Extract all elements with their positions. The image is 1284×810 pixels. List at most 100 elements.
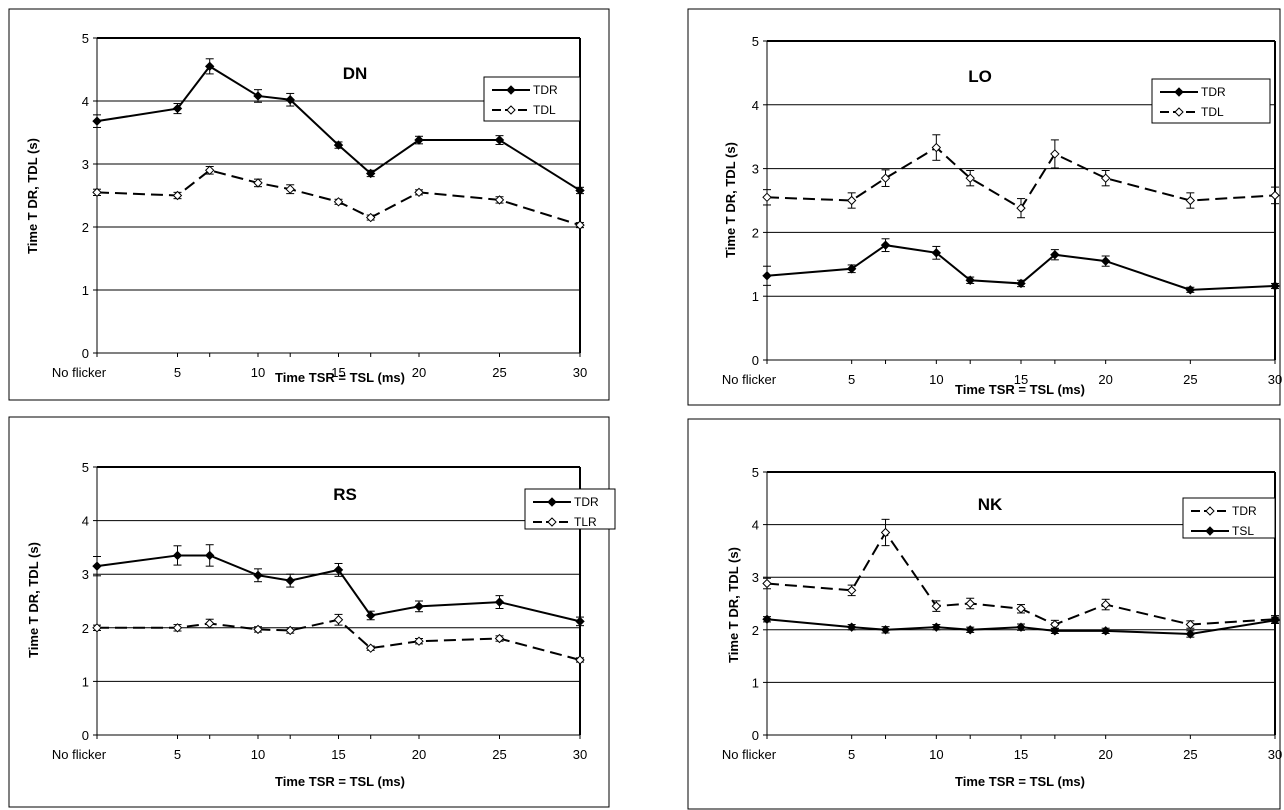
- data-point: [494, 135, 505, 145]
- legend-box: [1151, 78, 1271, 124]
- x-tick-label: 25: [1183, 747, 1197, 762]
- x-tick-label: 5: [174, 747, 181, 762]
- legend-label: TDR: [574, 495, 599, 509]
- chart-panel-rs: 0 1 2 3 4 5 No flicker 5 10 15 20 25 30 Time TSR = TS…: [8, 416, 616, 808]
- panel-border: [8, 8, 610, 401]
- y-tick-label: 0: [82, 346, 89, 361]
- x-tick-label: No flicker: [52, 365, 107, 380]
- y-axis-title: Time T DR, TDL (s): [726, 547, 741, 663]
- y-tick-label: 5: [752, 465, 759, 480]
- data-point: [965, 173, 975, 183]
- series-tdr: [762, 238, 1280, 295]
- y-axis-title: Time T DR, TDL (s): [26, 542, 41, 658]
- data-point: [1100, 626, 1111, 636]
- data-point: [172, 103, 183, 114]
- data-point: [1185, 285, 1196, 295]
- x-tick-label: 20: [1098, 747, 1112, 762]
- data-point: [204, 61, 215, 72]
- data-point: [1016, 278, 1026, 289]
- data-point: [285, 625, 295, 636]
- legend-box: [483, 76, 581, 122]
- legend-label: TDR: [1201, 85, 1226, 99]
- data-point: [846, 622, 857, 632]
- y-tick-label: 0: [752, 353, 759, 368]
- x-tick-label: 10: [251, 747, 265, 762]
- series-tlr: [92, 613, 585, 665]
- x-tick-label: 15: [1014, 372, 1028, 387]
- y-tick-label: 2: [82, 220, 89, 235]
- data-point: [1016, 622, 1026, 632]
- data-point: [965, 275, 975, 285]
- series-tdr: [92, 544, 585, 627]
- y-tick-label: 1: [752, 289, 759, 304]
- data-point: [92, 561, 102, 571]
- data-point: [880, 527, 891, 538]
- x-tick-label: No flicker: [722, 747, 777, 762]
- data-point: [333, 197, 344, 207]
- data-point: [762, 271, 772, 281]
- y-tick-label: 5: [752, 34, 759, 49]
- series-tdl: [762, 134, 1280, 219]
- y-tick-label: 4: [752, 98, 759, 113]
- series-tdl: [92, 165, 585, 230]
- data-point: [172, 623, 183, 633]
- legend-label: TDR: [533, 83, 558, 97]
- data-point: [333, 565, 344, 575]
- series-line: [97, 618, 581, 661]
- data-point: [1270, 190, 1280, 201]
- data-point: [1016, 203, 1026, 213]
- series-line: [96, 554, 581, 623]
- data-point: [1100, 599, 1111, 610]
- y-tick-label: 2: [752, 623, 759, 638]
- y-tick-label: 3: [752, 162, 759, 177]
- data-point: [494, 597, 505, 607]
- data-point: [494, 195, 505, 205]
- data-point: [762, 578, 772, 589]
- x-tick-label: No flicker: [52, 747, 107, 762]
- legend-marker: [1205, 526, 1215, 536]
- series-line: [96, 169, 581, 227]
- y-tick-label: 5: [82, 460, 89, 475]
- series-line: [96, 65, 581, 192]
- y-axis-title: Time T DR, TDL (s): [25, 138, 40, 254]
- panel-border: [687, 418, 1281, 810]
- data-point: [1185, 619, 1196, 630]
- data-point: [204, 550, 215, 561]
- x-tick-label: 25: [492, 747, 506, 762]
- legend-marker: [506, 85, 516, 95]
- data-point: [172, 190, 183, 201]
- y-tick-label: 5: [82, 31, 89, 46]
- data-point: [365, 610, 376, 621]
- x-tick-label: 10: [251, 365, 265, 380]
- legend-marker: [547, 497, 557, 507]
- data-point: [285, 95, 295, 105]
- data-point: [880, 173, 891, 183]
- x-tick-label: 25: [1183, 372, 1197, 387]
- data-point: [204, 165, 215, 176]
- data-point: [762, 614, 772, 624]
- legend-label: TSL: [1232, 524, 1254, 538]
- series-line: [766, 530, 1276, 626]
- legend-label: TDL: [533, 103, 556, 117]
- data-point: [931, 601, 942, 611]
- data-point: [1050, 250, 1060, 260]
- x-tick-label: 5: [174, 365, 181, 380]
- data-point: [365, 168, 376, 179]
- y-tick-label: 1: [82, 674, 89, 689]
- x-axis-title: Time TSR = TSL (ms): [955, 382, 1085, 397]
- y-tick-label: 2: [752, 225, 759, 240]
- series-line: [766, 146, 1276, 210]
- y-tick-label: 3: [752, 570, 759, 585]
- x-axis-title: Time TSR = TSL (ms): [275, 774, 405, 789]
- data-point: [414, 135, 424, 145]
- legend-marker: [547, 517, 557, 527]
- data-point: [253, 624, 263, 635]
- data-point: [846, 585, 857, 596]
- chart-panel-nk: 0 1 2 3 4 5 No flicker 5 10 15 20 25 30 Time TSR = TS…: [687, 418, 1282, 810]
- data-point: [285, 184, 295, 194]
- legend-label: TLR: [574, 515, 597, 529]
- y-tick-label: 3: [82, 567, 89, 582]
- data-point: [92, 623, 102, 633]
- data-point: [575, 185, 585, 196]
